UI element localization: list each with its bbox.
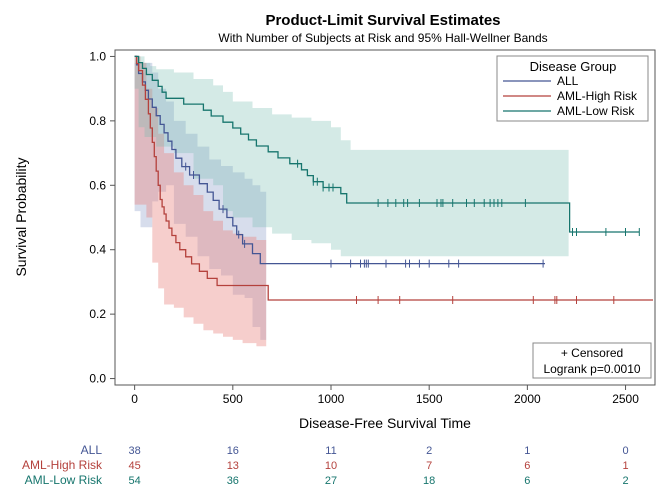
- inset-box: [532, 342, 652, 379]
- x-tick-label: 2500: [612, 392, 639, 406]
- y-tick-label: 1.0: [89, 49, 106, 63]
- legend-box: [496, 55, 649, 122]
- censored-label: + Censored: [561, 346, 623, 360]
- at-risk-count: 45: [129, 460, 141, 472]
- at-risk-count: 11: [325, 445, 336, 457]
- x-tick-label: 0: [131, 392, 138, 406]
- band-aml-low-risk: [134, 56, 569, 257]
- censored-markers: [185, 159, 640, 304]
- at-risk-count: 6: [524, 475, 530, 487]
- at-risk-count: 2: [622, 475, 628, 487]
- band-aml-high-risk: [134, 56, 267, 347]
- x-tick-label: 2000: [514, 392, 541, 406]
- at-risk-count: 13: [227, 460, 239, 472]
- x-tick-label: 1000: [318, 392, 345, 406]
- y-tick-label: 0.8: [89, 114, 106, 128]
- legend-label: AML-High Risk: [557, 89, 638, 103]
- legend-entry-aml-high-risk: AML-High Risk: [503, 89, 638, 103]
- at-risk-count: 7: [426, 460, 432, 472]
- chart-title: Product-Limit Survival Estimates: [265, 12, 500, 29]
- y-tick-label: 0.0: [89, 372, 106, 386]
- legend-entry-all: ALL: [503, 74, 579, 88]
- legend-label: ALL: [557, 74, 579, 88]
- at-risk-count: 38: [129, 445, 141, 457]
- at-risk-count: 0: [622, 445, 628, 457]
- at-risk-count: 18: [423, 475, 435, 487]
- y-axis-label: Survival Probability: [13, 157, 29, 276]
- confidence-bands: [134, 56, 569, 347]
- legend-title: Disease Group: [530, 59, 617, 74]
- at-risk-group-label: ALL: [81, 443, 103, 457]
- axes: 0 500 1000 1500 2000 2500 0.0 0.2 0.4 0.6 0.8 1.0: [89, 49, 639, 406]
- at-risk-group-label: AML-Low Risk: [25, 473, 103, 487]
- at-risk-count: 16: [227, 445, 239, 457]
- legend-entry-aml-low-risk: AML-Low Risk: [503, 104, 635, 118]
- plot-area: [114, 49, 656, 386]
- at-risk-count: 2: [426, 445, 432, 457]
- at-risk-count: 36: [227, 475, 239, 487]
- chart-subtitle: With Number of Subjects at Risk and 95% …: [218, 31, 547, 45]
- y-tick-label: 0.6: [89, 178, 106, 192]
- y-tick-label: 0.4: [89, 243, 106, 257]
- band-all: [134, 62, 267, 340]
- x-tick-label: 500: [223, 392, 243, 406]
- legend-label: AML-Low Risk: [557, 104, 635, 118]
- at-risk-group-label: AML-High Risk: [22, 458, 103, 472]
- x-axis-label: Disease-Free Survival Time: [299, 415, 471, 431]
- logrank-inset: + Censored Logrank p=0.0010: [532, 342, 652, 379]
- x-tick-label: 1500: [416, 392, 443, 406]
- at-risk-count: 6: [524, 460, 530, 472]
- at-risk-row-aml-low-risk: AML-Low Risk 54 36 27 18 6 2: [25, 473, 629, 487]
- logrank-label: Logrank p=0.0010: [543, 362, 640, 376]
- at-risk-count: 1: [622, 460, 628, 472]
- at-risk-count: 1: [524, 445, 530, 457]
- at-risk-count: 27: [325, 475, 337, 487]
- curve-aml-high-risk: [134, 55, 653, 301]
- at-risk-count: 54: [129, 475, 141, 487]
- at-risk-row-all: ALL 38 16 11 2 1 0: [81, 443, 629, 457]
- at-risk-row-aml-high-risk: AML-High Risk 45 13 10 7 6 1: [22, 458, 629, 472]
- at-risk-count: 10: [325, 460, 337, 472]
- y-tick-label: 0.2: [89, 307, 106, 321]
